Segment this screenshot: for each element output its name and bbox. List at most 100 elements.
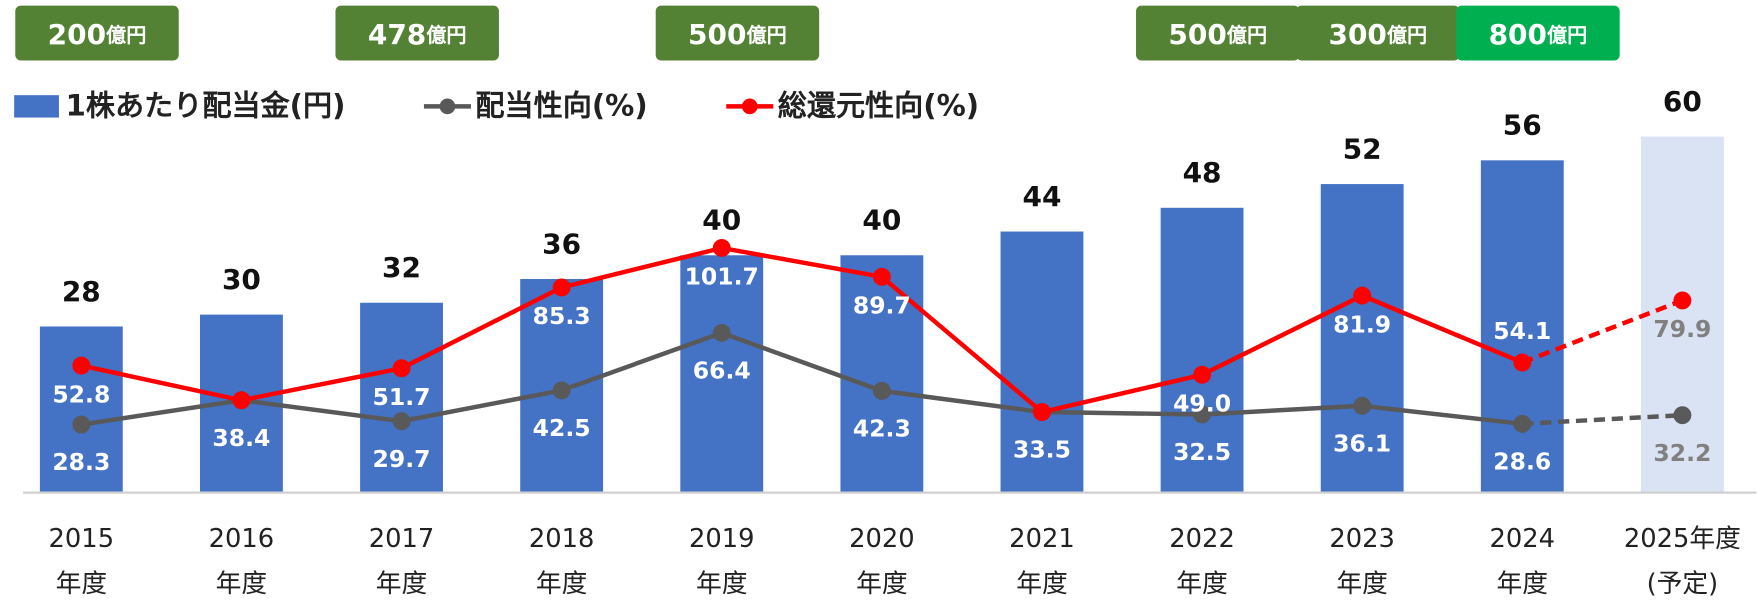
x-tick-label: (予定) bbox=[1647, 569, 1719, 599]
legend-dot bbox=[439, 98, 456, 115]
total-return-label: 51.7 bbox=[373, 383, 431, 411]
buyback-box bbox=[1136, 5, 1300, 61]
bar bbox=[1000, 231, 1084, 493]
bar-value-label: 36 bbox=[542, 227, 581, 260]
buyback-box bbox=[335, 5, 499, 61]
line-point bbox=[1513, 353, 1532, 372]
x-tick-label: 2018 bbox=[529, 524, 595, 554]
bar-value-label: 44 bbox=[1022, 180, 1061, 213]
x-tick-label: 年度 bbox=[376, 569, 428, 599]
bar-value-label: 40 bbox=[862, 204, 901, 237]
buyback-box bbox=[655, 5, 820, 61]
total-return-label: 101.7 bbox=[685, 263, 759, 291]
forecast-line bbox=[1521, 298, 1684, 365]
line bbox=[80, 245, 1524, 415]
payout-label: 32.2 bbox=[1653, 439, 1711, 467]
total-return-label: 79.9 bbox=[1653, 315, 1711, 343]
total-return-label: 81.9 bbox=[1333, 310, 1391, 338]
line-point bbox=[1033, 403, 1051, 422]
x-tick-label: 2023 bbox=[1329, 524, 1395, 554]
x-tick-label: 2017 bbox=[369, 524, 435, 554]
line-point bbox=[1513, 414, 1532, 433]
x-tick-label: 年度 bbox=[1336, 569, 1388, 599]
payout-label: 36.1 bbox=[1333, 429, 1391, 457]
x-tick-label: 年度 bbox=[1497, 569, 1549, 599]
buyback-unit: 億円 bbox=[106, 22, 146, 46]
forecast-line bbox=[1522, 412, 1683, 427]
line-point bbox=[72, 356, 91, 375]
payout-label: 42.3 bbox=[853, 415, 911, 443]
bar bbox=[1640, 136, 1724, 493]
bar-value-label: 48 bbox=[1183, 156, 1222, 189]
bar-value-label: 30 bbox=[222, 263, 261, 296]
buyback-amount: 200 bbox=[48, 18, 106, 51]
payout-label: 38.4 bbox=[212, 424, 270, 452]
buyback-amount: 478 bbox=[368, 18, 426, 51]
buyback-amount: 800 bbox=[1489, 18, 1547, 51]
buyback-amount: 300 bbox=[1328, 18, 1386, 51]
line-point bbox=[1673, 406, 1692, 425]
buyback-label: 200億円 bbox=[48, 18, 147, 51]
buyback-unit: 億円 bbox=[1387, 22, 1427, 46]
bar bbox=[1320, 184, 1404, 493]
buyback-box bbox=[15, 5, 179, 61]
x-tick-label: 年度 bbox=[56, 569, 108, 599]
x-tick-label: 2025年度 bbox=[1624, 524, 1741, 554]
buyback-unit: 億円 bbox=[746, 22, 786, 46]
buyback-unit: 億円 bbox=[1547, 22, 1587, 46]
line-point bbox=[232, 391, 251, 410]
line-point bbox=[1673, 291, 1692, 310]
x-tick-label: 年度 bbox=[1016, 569, 1068, 599]
total-return-label: 54.1 bbox=[1493, 317, 1551, 345]
line-point bbox=[1193, 405, 1212, 424]
payout-label: 32.5 bbox=[1173, 438, 1231, 466]
x-tick-label: 年度 bbox=[856, 569, 908, 599]
x-tick-label: 2022 bbox=[1169, 524, 1235, 554]
x-tick-label: 年度 bbox=[696, 569, 748, 599]
line bbox=[80, 330, 1523, 427]
bar bbox=[1480, 160, 1564, 493]
line-point bbox=[712, 239, 731, 257]
buyback-unit: 億円 bbox=[1227, 22, 1267, 46]
line-point bbox=[712, 323, 731, 342]
line-point bbox=[1353, 286, 1372, 305]
x-tick-label: 2024 bbox=[1490, 524, 1556, 554]
line-point bbox=[1193, 365, 1212, 384]
line-point bbox=[392, 359, 411, 378]
buyback-label: 500億円 bbox=[1168, 18, 1267, 51]
bar bbox=[840, 255, 924, 493]
payout-label: 29.7 bbox=[373, 445, 431, 473]
x-tick-label: 2016 bbox=[209, 524, 275, 554]
payout-label: 33.5 bbox=[1013, 436, 1071, 464]
payout-label: 42.5 bbox=[533, 414, 591, 442]
legend-label: 配当性向(%) bbox=[475, 88, 647, 122]
total-return-label: 89.7 bbox=[853, 292, 911, 320]
buyback-amount: 500 bbox=[1168, 18, 1226, 51]
bar-value-label: 60 bbox=[1663, 85, 1702, 118]
bar-value-label: 52 bbox=[1343, 132, 1382, 165]
payout-label: 28.3 bbox=[52, 448, 110, 476]
buyback-label: 500億円 bbox=[688, 18, 787, 51]
x-tick-label: 2019 bbox=[689, 524, 755, 554]
x-tick-label: 年度 bbox=[536, 569, 588, 599]
x-tick-label: 年度 bbox=[1176, 569, 1228, 599]
legend-dot bbox=[741, 98, 758, 115]
buyback-box bbox=[1296, 5, 1460, 61]
bar-value-label: 56 bbox=[1503, 109, 1542, 142]
bar-value-label: 40 bbox=[702, 204, 741, 237]
total-return-label: 52.8 bbox=[52, 380, 110, 408]
line-point bbox=[72, 415, 91, 434]
line-point bbox=[872, 381, 891, 400]
bar bbox=[39, 326, 123, 493]
legend-swatch bbox=[14, 95, 59, 118]
x-tick-label: 2021 bbox=[1009, 524, 1075, 554]
total-return-label: 85.3 bbox=[533, 302, 591, 330]
x-tick-label: 2020 bbox=[849, 524, 915, 554]
bar bbox=[1160, 207, 1244, 493]
payout-label: 66.4 bbox=[693, 357, 751, 385]
line-point bbox=[872, 267, 891, 286]
buyback-label: 478億円 bbox=[368, 18, 467, 51]
bar bbox=[680, 255, 764, 493]
